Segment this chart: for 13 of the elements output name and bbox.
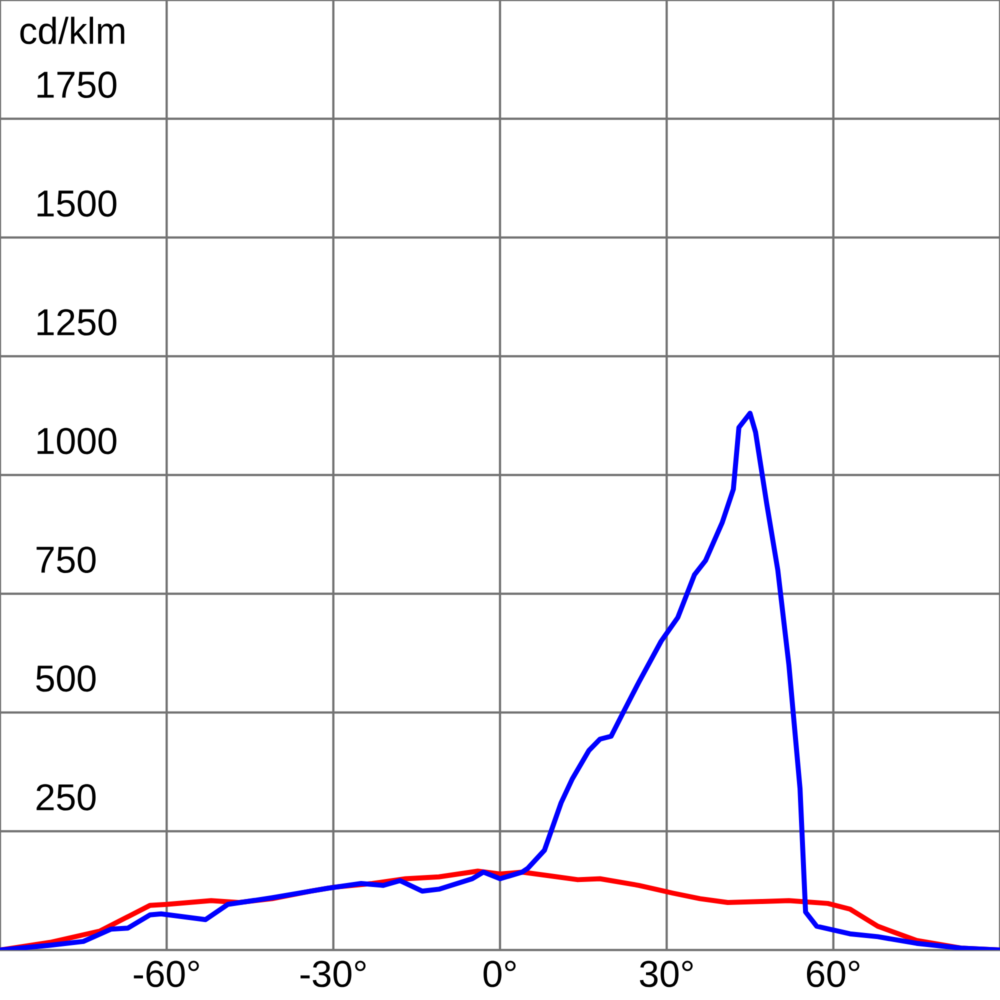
y-tick-label: 1250 — [38, 309, 116, 336]
y-tick-label: 500 — [36, 665, 96, 692]
y-tick-label: 1000 — [38, 428, 116, 454]
y-axis-title: cd/klm — [20, 16, 124, 44]
x-tick-label: 60° — [806, 960, 860, 988]
x-tick-label: 30° — [640, 960, 693, 988]
x-tick-label: -60° — [134, 960, 199, 988]
y-tick-label: 1500 — [38, 190, 116, 217]
y-tick-label: 750 — [36, 546, 96, 574]
x-tick-label: 0° — [484, 960, 516, 988]
x-tick-label: -30° — [300, 960, 366, 988]
y-tick-label: 250 — [36, 784, 96, 811]
y-tick-label: 1750 — [38, 72, 116, 98]
